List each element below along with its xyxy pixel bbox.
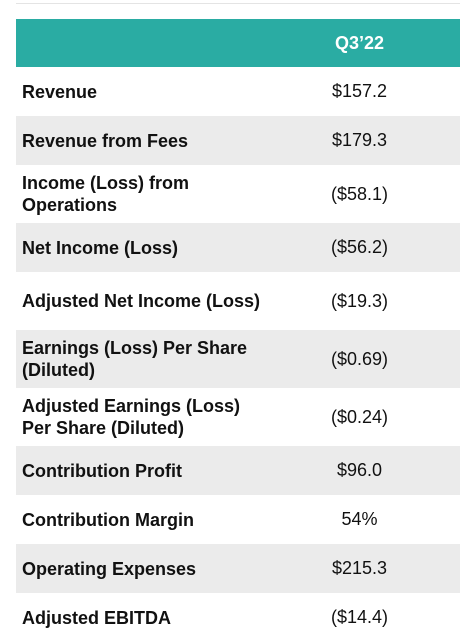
row-label: Revenue from Fees [22, 130, 189, 151]
table-row-income-from-operations: Income (Loss) from Operations ($58.1) [16, 165, 460, 223]
row-label: Revenue [22, 81, 98, 102]
row-value: ($58.1) [330, 183, 389, 204]
row-value: ($0.69) [330, 348, 389, 369]
table-row-net-income: Net Income (Loss) ($56.2) [16, 223, 460, 272]
table-row-contribution-margin: Contribution Margin 54% [16, 495, 460, 544]
top-divider [16, 3, 460, 4]
row-label: Operating Expenses [22, 558, 197, 579]
row-value: ($56.2) [330, 237, 389, 257]
row-label: Earnings (Loss) Per Share (Diluted) [22, 338, 248, 380]
row-value: ($0.24) [330, 406, 389, 427]
table-row-revenue: Revenue $157.2 [16, 67, 460, 116]
row-value: ($19.3) [330, 290, 389, 311]
table-row-eps-diluted: Earnings (Loss) Per Share (Diluted) ($0.… [16, 330, 460, 388]
row-label: Income (Loss) from Operations [22, 173, 190, 215]
table-row-adjusted-eps-diluted: Adjusted Earnings (Loss) Per Share (Dilu… [16, 388, 460, 446]
table-row-operating-expenses: Operating Expenses $215.3 [16, 544, 460, 593]
table-row-contribution-profit: Contribution Profit $96.0 [16, 446, 460, 495]
row-label: Adjusted Earnings (Loss) Per Share (Dilu… [22, 396, 241, 438]
column-header-q3-22: Q3’22 [334, 33, 385, 53]
row-value: ($14.4) [330, 607, 389, 627]
row-label: Adjusted Net Income (Loss) [22, 291, 261, 311]
table-header: Q3’22 [16, 19, 460, 67]
table-row-adjusted-net-income: Adjusted Net Income (Loss) ($19.3) [16, 272, 460, 330]
row-label: Net Income (Loss) [22, 237, 179, 258]
table-row-adjusted-ebitda: Adjusted EBITDA ($14.4) [16, 593, 460, 642]
row-value: $96.0 [336, 460, 383, 480]
table-row-revenue-from-fees: Revenue from Fees $179.3 [16, 116, 460, 165]
row-value: 54% [341, 509, 378, 529]
row-value: $179.3 [331, 130, 388, 150]
row-value: $215.3 [331, 558, 388, 578]
row-label: Contribution Margin [22, 509, 194, 530]
row-label: Contribution Profit [22, 460, 182, 481]
row-value: $157.2 [331, 81, 388, 101]
financial-summary-table: Q3’22 Revenue $157.2 Revenue from Fees $… [16, 19, 460, 642]
row-label: Adjusted EBITDA [22, 607, 172, 628]
